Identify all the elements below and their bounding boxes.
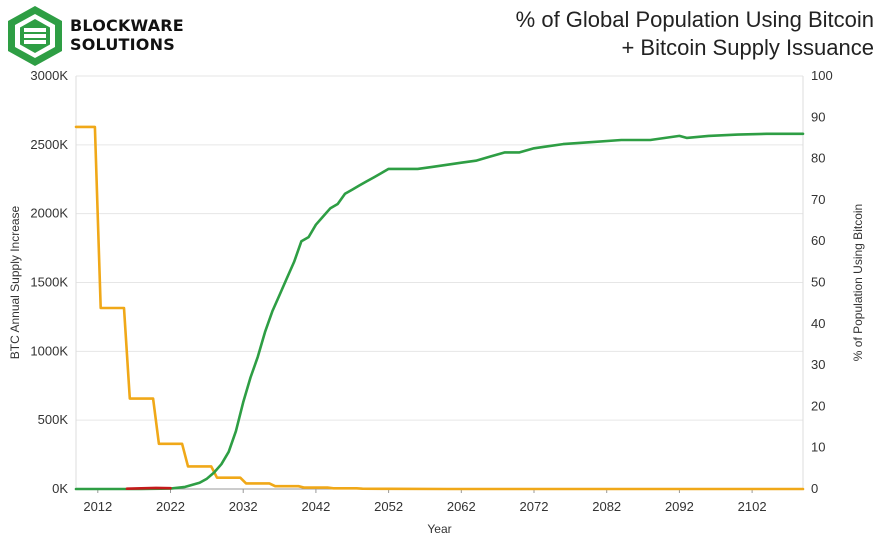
x-tick-label: 2092 xyxy=(665,499,694,514)
axes xyxy=(75,76,804,493)
y-right-tick-label: 20 xyxy=(811,398,825,413)
logo-wordmark: BLOCKWARE SOLUTIONS xyxy=(70,16,184,54)
x-tick-label: 2022 xyxy=(156,499,185,514)
blockware-hexagon-mark xyxy=(8,6,62,66)
population-using-bitcoin-line xyxy=(74,132,805,491)
y-right-tick-label: 100 xyxy=(811,68,833,83)
x-tick-label: 2062 xyxy=(447,499,476,514)
y-left-tick-label: 3000K xyxy=(30,68,68,83)
chart-title-line1: % of Global Population Using Bitcoin xyxy=(515,7,874,32)
x-tick-label: 2032 xyxy=(229,499,258,514)
y-left-tick-label: 2500K xyxy=(30,137,68,152)
y-axis-right-label: % of Population Using Bitcoin xyxy=(851,204,865,361)
y-left-tick-label: 1500K xyxy=(30,275,68,290)
x-axis-label: Year xyxy=(427,522,451,536)
x-tick-label: 2072 xyxy=(520,499,549,514)
y-right-tick-label: 80 xyxy=(811,151,825,166)
gridlines xyxy=(76,75,803,421)
y-left-tick-label: 0K xyxy=(52,481,68,496)
y-right-tick-label: 70 xyxy=(811,192,825,207)
series-lines xyxy=(74,125,805,491)
chart-title: % of Global Population Using Bitcoin + B… xyxy=(516,6,874,62)
y-axis-left-label: BTC Annual Supply Increase xyxy=(8,205,22,359)
y-left-tick-label: 1000K xyxy=(30,343,68,358)
y-left-tick-label: 500K xyxy=(38,412,69,427)
y-left-tick-label: 2000K xyxy=(30,206,68,221)
x-tick-label: 2102 xyxy=(738,499,767,514)
x-tick-label: 2082 xyxy=(592,499,621,514)
y-right-tick-label: 90 xyxy=(811,109,825,124)
y-right-tick-label: 30 xyxy=(811,357,825,372)
x-tick-label: 2042 xyxy=(301,499,330,514)
x-tick-label: 2012 xyxy=(83,499,112,514)
logo-line2: SOLUTIONS xyxy=(70,35,175,54)
x-tick-label: 2052 xyxy=(374,499,403,514)
blockware-logo: BLOCKWARE SOLUTIONS xyxy=(4,4,184,68)
y-right-tick-label: 0 xyxy=(811,481,818,496)
early-adoption-line xyxy=(125,486,172,491)
y-right-tick-label: 10 xyxy=(811,440,825,455)
tick-labels: 0K 500K 1000K 1500K 2000K 2500K 3000K 0 10 20 30 40… xyxy=(30,68,832,514)
y-right-tick-label: 40 xyxy=(811,316,825,331)
supply-issuance-line xyxy=(74,125,805,491)
y-right-tick-label: 60 xyxy=(811,233,825,248)
logo-line1: BLOCKWARE xyxy=(70,16,184,35)
chart-title-line2: + Bitcoin Supply Issuance xyxy=(621,35,874,60)
y-right-tick-label: 50 xyxy=(811,275,825,290)
